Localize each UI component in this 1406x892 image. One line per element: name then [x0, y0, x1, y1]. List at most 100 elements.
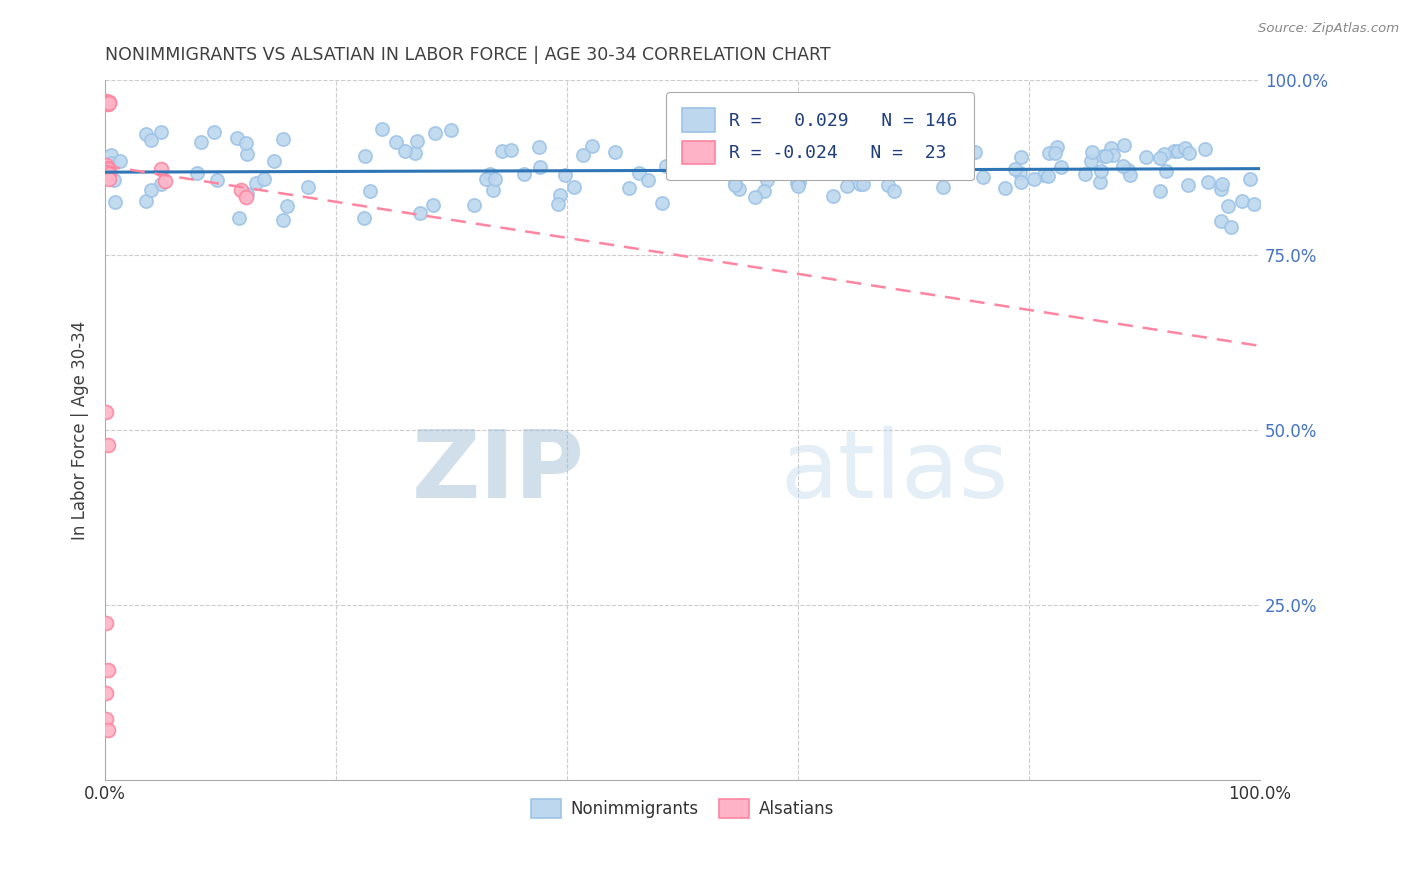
Point: [96, 663, 118, 677]
Point: [1177, 178, 1199, 193]
Point: [96, 438, 118, 452]
Point: [235, 147, 257, 161]
Point: [463, 198, 485, 212]
Point: [354, 148, 377, 162]
Point: [1004, 161, 1026, 176]
Point: [1149, 151, 1171, 165]
Point: [1010, 150, 1032, 164]
Point: [548, 188, 571, 202]
Point: [97, 164, 120, 178]
Point: [231, 183, 253, 197]
Point: [1135, 150, 1157, 164]
Point: [855, 143, 877, 157]
Point: [1090, 164, 1112, 178]
Point: [96, 95, 118, 109]
Point: [96, 94, 118, 108]
Point: [479, 167, 502, 181]
Point: [1153, 147, 1175, 161]
Point: [409, 206, 432, 220]
Point: [236, 187, 259, 202]
Point: [963, 145, 986, 159]
Point: [529, 160, 551, 174]
Point: [276, 199, 298, 213]
Point: [730, 150, 752, 164]
Text: Source: ZipAtlas.com: Source: ZipAtlas.com: [1258, 22, 1399, 36]
Point: [150, 178, 173, 192]
Point: [1239, 172, 1261, 186]
Point: [359, 184, 381, 198]
Point: [1216, 199, 1239, 213]
Point: [501, 143, 523, 157]
Point: [972, 169, 994, 184]
Point: [135, 194, 157, 208]
Point: [728, 182, 751, 196]
Point: [97, 172, 120, 186]
Point: [896, 162, 918, 177]
Point: [1080, 145, 1102, 160]
Point: [97, 95, 120, 109]
Point: [96, 405, 118, 419]
Point: [907, 155, 929, 169]
Point: [96, 168, 118, 182]
Point: [100, 155, 122, 169]
Point: [253, 172, 276, 186]
Point: [786, 179, 808, 194]
Point: [1230, 194, 1253, 208]
Point: [297, 180, 319, 194]
Point: [1050, 161, 1073, 175]
Point: [97, 167, 120, 181]
Point: [1045, 145, 1067, 160]
Point: [1112, 137, 1135, 152]
Point: [955, 164, 977, 178]
Point: [1243, 196, 1265, 211]
Point: [484, 172, 506, 186]
Point: [1046, 140, 1069, 154]
Point: [96, 161, 118, 175]
Point: [96, 686, 118, 700]
Point: [700, 138, 723, 153]
Point: [1036, 169, 1059, 183]
Point: [724, 176, 747, 190]
Point: [572, 148, 595, 162]
Point: [1099, 141, 1122, 155]
Point: [849, 178, 872, 192]
Point: [920, 145, 942, 160]
Point: [1112, 159, 1135, 173]
Point: [786, 145, 808, 160]
Point: [263, 153, 285, 168]
Point: [554, 169, 576, 183]
Point: [837, 179, 859, 194]
Point: [1211, 214, 1233, 228]
Point: [876, 178, 898, 192]
Point: [617, 181, 640, 195]
Point: [1174, 141, 1197, 155]
Point: [404, 146, 426, 161]
Point: [1080, 154, 1102, 169]
Point: [1177, 145, 1199, 160]
Point: [271, 132, 294, 146]
Point: [838, 150, 860, 164]
Text: NONIMMIGRANTS VS ALSATIAN IN LABOR FORCE | AGE 30-34 CORRELATION CHART: NONIMMIGRANTS VS ALSATIAN IN LABOR FORCE…: [105, 46, 831, 64]
Point: [96, 723, 118, 737]
Point: [406, 134, 429, 148]
Point: [1102, 148, 1125, 162]
Point: [155, 173, 177, 187]
Point: [475, 172, 498, 186]
Point: [852, 178, 875, 192]
Point: [994, 181, 1017, 195]
Point: [491, 145, 513, 159]
Point: [439, 122, 461, 136]
Point: [651, 196, 673, 211]
Point: [527, 140, 550, 154]
Point: [235, 136, 257, 151]
Legend: Nonimmigrants, Alsatians: Nonimmigrants, Alsatians: [524, 792, 841, 824]
Y-axis label: In Labor Force | Age 30-34: In Labor Force | Age 30-34: [72, 320, 89, 540]
Point: [96, 158, 118, 172]
Point: [202, 125, 225, 139]
Point: [1194, 142, 1216, 156]
Point: [925, 146, 948, 161]
Point: [96, 166, 118, 180]
Point: [943, 157, 966, 171]
Point: [1088, 175, 1111, 189]
Point: [1091, 149, 1114, 163]
